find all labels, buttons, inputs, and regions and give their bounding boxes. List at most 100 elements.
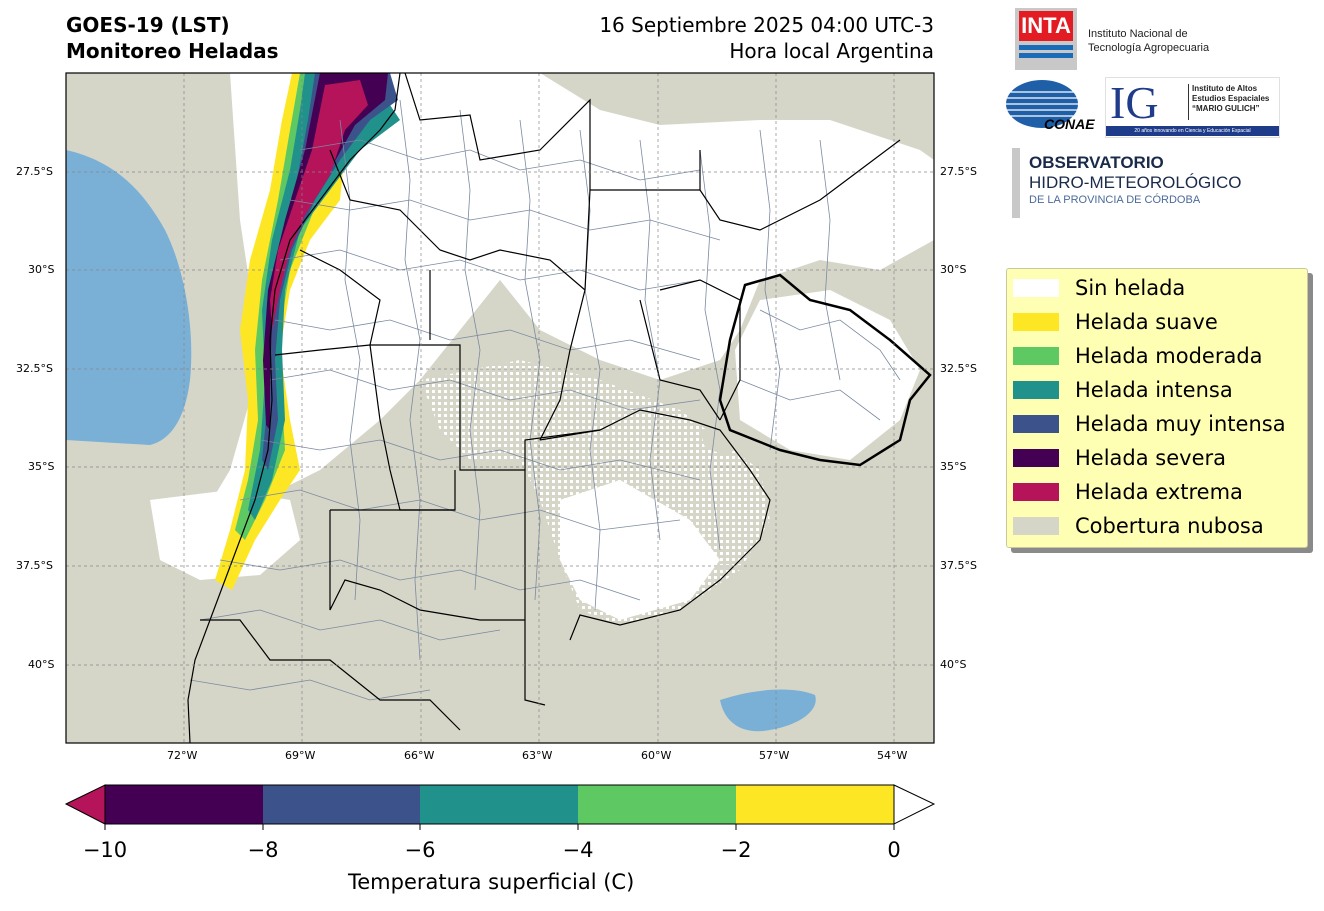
lat-tick-left-27-5s: 27.5°S	[16, 165, 53, 178]
colorbar-tick-minus-6: −6	[404, 838, 436, 862]
graticule	[66, 73, 934, 743]
clear-land-north	[200, 73, 934, 540]
lon-tick-54w: 54°W	[877, 749, 908, 762]
ig-name-line-1: Instituto de Altos	[1192, 84, 1258, 93]
observatorio-logo: OBSERVATORIO HIDRO-METEOROLÓGICO DE LA P…	[1029, 153, 1242, 207]
legend-item-helada-muy-intensa: Helada muy intensa	[1013, 409, 1286, 439]
frost-extreme-band	[270, 80, 368, 330]
ig-name-line-3: “MARIO GULICH”	[1192, 104, 1260, 113]
clear-land-patches	[560, 480, 720, 620]
observatorio-line-3: DE LA PROVINCIA DE CÓRDOBA	[1029, 194, 1201, 206]
andes-border	[187, 73, 401, 743]
lat-tick-right-40s: 40°S	[940, 658, 967, 671]
colorbar-tick-minus-4: −4	[562, 838, 594, 862]
colorbar-title: Temperatura superficial (C)	[348, 870, 635, 894]
lon-tick-69w: 69°W	[285, 749, 316, 762]
colorbar-tick-minus-2: −2	[720, 838, 752, 862]
conae-logo-text: CONAE	[1044, 116, 1095, 132]
lat-tick-left-32-5s: 32.5°S	[16, 362, 53, 375]
legend-item-helada-extrema: Helada extrema	[1013, 477, 1243, 507]
observatorio-line-1: OBSERVATORIO	[1029, 153, 1164, 172]
legend-label: Helada muy intensa	[1075, 412, 1286, 436]
map-frame	[65, 72, 935, 744]
date-line-2: Hora local Argentina	[729, 39, 934, 63]
legend-item-helada-intensa: Helada intensa	[1013, 375, 1233, 405]
legend-label: Helada moderada	[1075, 344, 1263, 368]
map-area	[66, 73, 934, 743]
colorbar-bin-2	[263, 785, 420, 824]
colorbar-under-arrow	[64, 784, 106, 825]
colorbar-tick-0: 0	[887, 838, 901, 862]
lon-tick-72w: 72°W	[167, 749, 198, 762]
legend-label: Cobertura nubosa	[1075, 514, 1264, 538]
lon-tick-60w: 60°W	[641, 749, 672, 762]
uruguay-border	[718, 273, 932, 467]
legend-swatch	[1013, 347, 1059, 365]
clear-land-east	[735, 290, 920, 460]
legend-item-helada-severa: Helada severa	[1013, 443, 1226, 473]
lat-tick-right-32-5s: 32.5°S	[940, 362, 977, 375]
legend-item-helada-moderada: Helada moderada	[1013, 341, 1263, 371]
legend-swatch	[1013, 279, 1059, 297]
colorbar-tick-minus-8: −8	[247, 838, 279, 862]
provincial-borders	[200, 73, 901, 731]
ig-name: Instituto de Altos Estudios Espaciales “…	[1192, 84, 1269, 114]
map-datetime: 16 Septiembre 2025 04:00 UTC-3 Hora loca…	[599, 12, 934, 64]
colorbar-tick-minus-10: −10	[82, 838, 128, 862]
legend-label: Helada severa	[1075, 446, 1226, 470]
atlantic-water	[720, 689, 816, 732]
legend-label: Helada intensa	[1075, 378, 1233, 402]
colorbar-bin-3	[420, 785, 578, 824]
department-boundaries	[189, 99, 901, 701]
legend-swatch	[1013, 415, 1059, 433]
conae-globe-icon	[1006, 80, 1078, 128]
lat-tick-left-40s: 40°S	[28, 658, 55, 671]
pacific-water	[66, 150, 192, 445]
lat-tick-left-35s: 35°S	[28, 460, 55, 473]
lon-tick-63w: 63°W	[522, 749, 553, 762]
ig-logo: IG Instituto de Altos Estudios Espaciale…	[1105, 77, 1280, 138]
observatorio-line-2: HIDRO-METEOROLÓGICO	[1029, 173, 1242, 192]
lat-tick-right-30s: 30°S	[940, 263, 967, 276]
colorbar-over-arrow	[893, 784, 936, 825]
lon-tick-66w: 66°W	[404, 749, 435, 762]
legend-item-sin-helada: Sin helada	[1013, 273, 1185, 303]
ig-name-line-2: Estudios Espaciales	[1192, 94, 1270, 103]
title-line-1: GOES-19 (LST)	[66, 13, 230, 37]
lat-tick-right-37-5s: 37.5°S	[940, 559, 977, 572]
colorbar-bin-4	[578, 785, 736, 824]
colorbar-frame	[104, 784, 895, 825]
legend-label: Helada suave	[1075, 310, 1218, 334]
legend-item-cobertura-nubosa: Cobertura nubosa	[1013, 511, 1264, 541]
ig-tagline: 20 años innovando en Ciencia y Educación…	[1106, 126, 1279, 136]
legend-label: Sin helada	[1075, 276, 1186, 300]
legend-swatch	[1013, 381, 1059, 399]
lat-tick-right-35s: 35°S	[940, 460, 967, 473]
lat-tick-left-37-5s: 37.5°S	[16, 559, 53, 572]
inta-logo: INTA	[1015, 8, 1077, 70]
observatorio-bar	[1012, 148, 1020, 218]
inta-logo-mark: INTA	[1019, 11, 1073, 41]
colorbar	[64, 784, 936, 830]
lon-tick-57w: 57°W	[759, 749, 790, 762]
legend-item-helada-suave: Helada suave	[1013, 307, 1218, 337]
legend-swatch	[1013, 517, 1059, 535]
ig-logo-mark: IG	[1110, 77, 1159, 128]
inta-name-line-2: Tecnología Agropecuaria	[1088, 42, 1210, 54]
legend-label: Helada extrema	[1075, 480, 1243, 504]
colorbar-bin-1	[105, 785, 263, 824]
title-line-2: Monitoreo Heladas	[66, 39, 279, 63]
legend-swatch	[1013, 483, 1059, 501]
lat-tick-right-27-5s: 27.5°S	[940, 165, 977, 178]
lat-tick-left-30s: 30°S	[28, 263, 55, 276]
colorbar-bin-5	[736, 785, 894, 824]
conae-logo: CONAE	[1004, 78, 1095, 134]
legend-swatch	[1013, 449, 1059, 467]
inta-name: Instituto Nacional de Tecnología Agropec…	[1088, 27, 1209, 55]
map-title: GOES-19 (LST) Monitoreo Heladas	[66, 12, 279, 64]
inta-name-line-1: Instituto Nacional de	[1088, 28, 1188, 40]
legend: Sin helada Helada suave Helada moderada …	[1006, 268, 1308, 548]
legend-swatch	[1013, 313, 1059, 331]
date-line-1: 16 Septiembre 2025 04:00 UTC-3	[599, 13, 934, 37]
